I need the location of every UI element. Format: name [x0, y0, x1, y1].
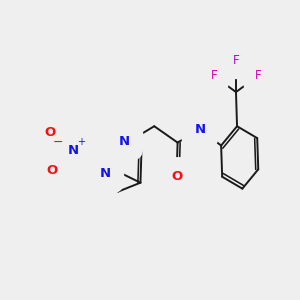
Text: N: N	[68, 143, 79, 157]
Text: F: F	[233, 54, 239, 67]
Text: F: F	[255, 69, 262, 82]
Text: O: O	[171, 170, 182, 183]
Text: −: −	[53, 136, 64, 148]
Text: H: H	[192, 113, 200, 126]
Text: N: N	[194, 123, 206, 136]
Text: O: O	[47, 164, 58, 177]
Text: O: O	[45, 126, 56, 139]
Text: N: N	[100, 167, 111, 180]
Text: N: N	[119, 135, 130, 148]
Text: +: +	[77, 137, 85, 147]
Text: F: F	[210, 69, 217, 82]
